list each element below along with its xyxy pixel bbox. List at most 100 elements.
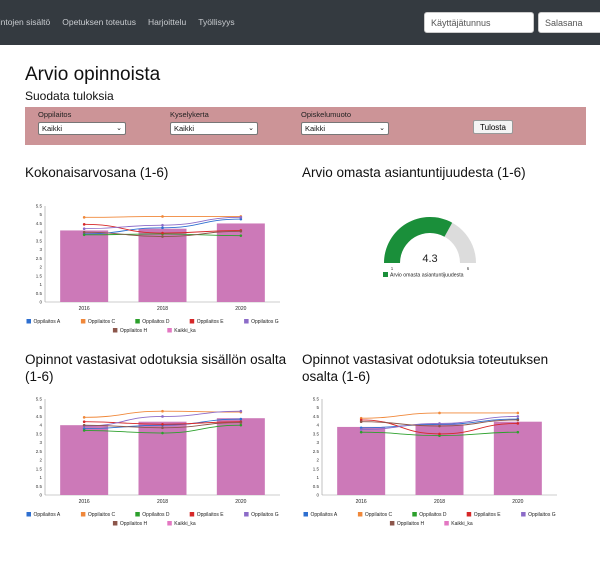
series-point [82, 233, 86, 237]
filter-label: Oppilaitos [38, 110, 72, 119]
y-tick-label: 2 [316, 458, 319, 463]
series-point [516, 430, 520, 434]
nav-link-content[interactable]: pintojen sisältö [0, 17, 51, 27]
legend-label: Oppilaitos H [120, 328, 148, 334]
y-tick-label: 3 [39, 247, 42, 252]
chart-title-expertise: Arvio omasta asiantuntijuudesta (1-6) [302, 165, 526, 180]
series-point [359, 430, 363, 434]
series-point [161, 426, 164, 430]
legend-swatch [80, 319, 86, 324]
y-tick-label: 3 [39, 440, 42, 445]
select-value: Kaikki [42, 124, 63, 133]
gauge-fill [384, 217, 453, 263]
legend-label: Oppilaitos C [365, 512, 393, 518]
x-tick-label: 2018 [434, 499, 445, 505]
chevron-down-icon: ⌄ [248, 125, 254, 132]
bar [60, 230, 109, 302]
filter-label: Kyselykerta [170, 110, 209, 119]
overall-grade-chart: 0 0.5 1 1.5 2 2.5 3 3.5 4 4.5 5 5.5 2016 2018 2020 Oppi… [26, 204, 280, 334]
chart-title-overall: Kokonaisarvosana (1-6) [25, 165, 169, 180]
series-point [82, 227, 86, 230]
opiskelumuoto-select[interactable]: Kaikki ⌄ [301, 122, 389, 135]
series-point [82, 420, 86, 423]
y-tick-label: 0.5 [36, 291, 43, 296]
y-tick-label: 4 [39, 230, 42, 235]
legend-label: Oppilaitos C [88, 512, 116, 518]
legend-label: Oppilaitos D [419, 512, 447, 518]
y-tick-label: 0 [39, 493, 42, 498]
legend-swatch [244, 319, 249, 324]
legend-swatch [444, 521, 449, 526]
y-tick-label: 4.5 [36, 414, 43, 419]
y-tick-label: 2 [39, 458, 42, 463]
bar [493, 421, 542, 495]
y-tick-label: 5 [316, 405, 319, 410]
series-point [82, 416, 86, 419]
username-input[interactable] [424, 12, 534, 33]
series-point [359, 428, 363, 431]
x-tick-label: 2018 [157, 306, 168, 312]
series-point [438, 424, 441, 428]
series-point [161, 423, 164, 426]
legend-label: Oppilaitos E [197, 319, 225, 325]
legend-swatch [26, 512, 31, 517]
nav-link-internship[interactable]: Harjoittelu [147, 17, 187, 27]
y-tick-label: 3.5 [36, 238, 43, 243]
legend-swatch [244, 512, 249, 517]
y-tick-label: 2.5 [36, 449, 43, 454]
chart-title-implementation: Opinnot vastasivat odotuksia toteutuksen… [302, 352, 549, 384]
x-tick-label: 2020 [235, 499, 246, 505]
series-point [239, 423, 243, 427]
nav-link-employment[interactable]: Työllisyys [198, 17, 235, 27]
y-tick-label: 3 [316, 440, 319, 445]
y-tick-label: 5 [39, 405, 42, 410]
y-tick-label: 0.5 [36, 484, 43, 489]
gauge-value: 4.3 [422, 253, 437, 265]
y-tick-label: 1.5 [36, 466, 43, 471]
legend-swatch [26, 319, 31, 324]
legend-label: Oppilaitos G [528, 512, 556, 518]
y-tick-label: 1.5 [36, 273, 43, 278]
kyselykerta-select[interactable]: Kaikki ⌄ [170, 122, 258, 135]
top-navbar: pintojen sisältö Opetuksen toteutus Harj… [0, 0, 600, 45]
x-tick-label: 2016 [356, 499, 367, 505]
legend-swatch [521, 512, 526, 517]
series-point [161, 215, 164, 218]
y-tick-label: 1.5 [313, 466, 320, 471]
y-tick-label: 5 [39, 212, 42, 217]
legend-label: Oppilaitos G [251, 512, 279, 518]
bar [216, 418, 265, 495]
filter-title: Suodata tuloksia [25, 89, 114, 103]
x-tick-label: 2020 [235, 306, 246, 312]
nav-link-teaching[interactable]: Opetuksen toteutus [62, 17, 136, 27]
series-point [239, 230, 243, 233]
y-tick-label: 0.5 [313, 484, 320, 489]
series-point [161, 231, 164, 235]
filter-group-opiskelumuoto: Opiskelumuoto Kaikki ⌄ [301, 110, 389, 135]
series-point [239, 216, 243, 219]
legend-swatch [389, 521, 395, 526]
series-point [82, 230, 86, 234]
series-point [161, 431, 164, 435]
y-tick-label: 4 [316, 423, 319, 428]
series-point [239, 234, 243, 237]
bar [60, 425, 109, 495]
content-expectations-chart: 0 0.5 1 1.5 2 2.5 3 3.5 4 4.5 5 5.5 2016 2018 2020 Oppi… [26, 397, 280, 527]
series-point [359, 420, 363, 423]
oppilaitos-select[interactable]: Kaikki ⌄ [38, 122, 126, 135]
x-tick-label: 2020 [512, 499, 523, 505]
y-tick-label: 5.5 [36, 204, 43, 209]
password-input[interactable] [538, 12, 600, 33]
legend-label: Oppilaitos H [120, 521, 148, 527]
series-point [438, 422, 441, 425]
y-tick-label: 0 [316, 493, 319, 498]
filter-group-oppilaitos: Oppilaitos Kaikki ⌄ [38, 110, 126, 135]
print-button[interactable]: Tulosta [473, 120, 513, 134]
legend-label: Oppilaitos D [142, 512, 170, 518]
legend-swatch [167, 328, 172, 333]
legend-label: Oppilaitos A [311, 512, 338, 518]
legend-label: Kaikki_ka [174, 521, 196, 527]
legend-swatch [357, 512, 363, 517]
series-point [161, 415, 164, 418]
